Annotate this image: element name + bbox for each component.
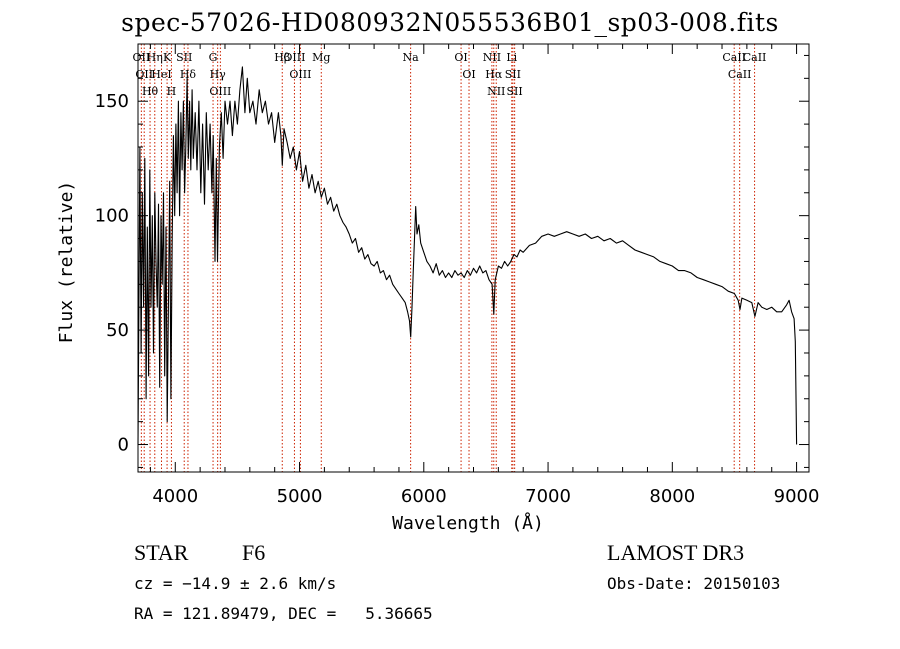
marker-label: CaII (722, 51, 746, 64)
marker-label: OIII (289, 68, 311, 81)
marker-label: Na (403, 51, 420, 64)
series-layer (137, 66, 798, 445)
marker-label: SII (505, 68, 521, 81)
marker-label: Hα (485, 68, 503, 81)
marker-label: SII (507, 85, 523, 98)
marker-label: OI (454, 51, 467, 64)
marker-label: SII (176, 51, 192, 64)
survey-label: LAMOST DR3 (607, 540, 745, 565)
marker-label: CaII (743, 51, 767, 64)
x-tick-label: 5000 (277, 486, 323, 507)
coordinates-text: RA = 121.89479, DEC = 5.36665 (134, 604, 433, 623)
x-tick-label: 8000 (649, 486, 695, 507)
redshift-text: cz = −14.9 ± 2.6 km/s (134, 574, 337, 593)
obs-date-text: Obs-Date: 20150103 (607, 574, 781, 593)
marker-label: H (167, 85, 177, 98)
marker-label: OI (462, 68, 475, 81)
marker-label: Hθ (142, 85, 159, 98)
axes-layer: 4000 5000 6000 7000 8000 9000 0 50 100 150 (95, 43, 820, 507)
marker-label: OIII (283, 51, 305, 64)
line-markers-layer (140, 44, 756, 472)
x-axis-label: Wavelength (Å) (392, 512, 544, 534)
class-label: STAR (134, 540, 189, 565)
chart-title: spec-57026-HD080932N055536B01_sp03-008.f… (121, 8, 779, 37)
marker-label: Hβ (274, 51, 290, 64)
marker-label: Mg (312, 51, 330, 64)
marker-label: OIII (209, 85, 231, 98)
marker-label: Li (506, 51, 517, 64)
marker-label: Hγ (210, 68, 227, 81)
y-axis-label: Flux (relative) (56, 181, 77, 344)
spectrum-series-line (137, 66, 798, 445)
y-tick-label: 50 (106, 320, 129, 341)
y-tick-label: 100 (95, 206, 129, 227)
marker-label: OII (135, 68, 153, 81)
marker-label: CaII (728, 68, 752, 81)
x-tick-label: 7000 (525, 486, 571, 507)
marker-label: K (163, 51, 172, 64)
x-tick-label: 9000 (774, 486, 820, 507)
y-tick-label: 150 (95, 91, 129, 112)
x-tick-label: 6000 (401, 486, 447, 507)
y-tick-label: 0 (118, 435, 129, 456)
marker-label: Hδ (180, 68, 197, 81)
marker-label: G (209, 51, 218, 64)
marker-label: NII (487, 85, 505, 98)
marker-label: OII (132, 51, 150, 64)
marker-label: Hη (147, 51, 163, 64)
marker-label: NII (483, 51, 501, 64)
marker-label: HeI (151, 68, 171, 81)
subclass-label: F6 (242, 540, 266, 565)
x-tick-label: 4000 (152, 486, 198, 507)
